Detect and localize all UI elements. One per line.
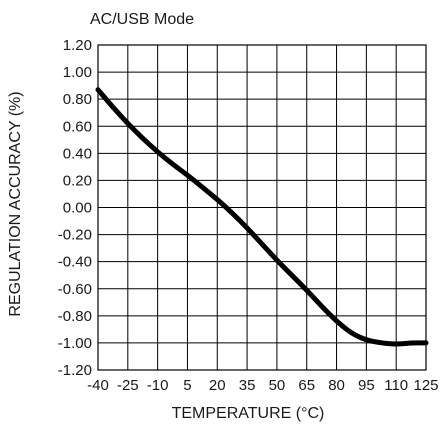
chart-grid bbox=[97, 44, 427, 371]
y-tick-label: -0.80 bbox=[58, 308, 92, 325]
x-tick-label: 80 bbox=[328, 377, 345, 394]
y-tick-label: -1.20 bbox=[58, 362, 92, 379]
x-tick-label: 125 bbox=[413, 377, 438, 394]
x-tick-label: -40 bbox=[87, 377, 109, 394]
x-tick-label: 5 bbox=[183, 377, 191, 394]
y-tick-label: 0.00 bbox=[63, 200, 92, 217]
y-tick-label: -0.40 bbox=[58, 254, 92, 271]
y-tick-label: 0.40 bbox=[63, 145, 92, 162]
series-line bbox=[95, 87, 429, 347]
x-tick-label: -10 bbox=[147, 377, 169, 394]
y-tick-labels: 1.20 1.00 0.80 0.60 0.40 0.20 0.00 -0.20 -0.40 -0… bbox=[58, 37, 92, 379]
x-axis-label: TEMPERATURE (°C) bbox=[172, 405, 325, 422]
y-tick-label: -0.60 bbox=[58, 281, 92, 298]
plot-area bbox=[95, 87, 429, 347]
y-tick-label: 0.60 bbox=[63, 118, 92, 135]
y-tick-label: 1.20 bbox=[63, 37, 92, 54]
y-tick-label: -1.00 bbox=[58, 335, 92, 352]
x-tick-label: 95 bbox=[358, 377, 375, 394]
x-tick-label: 110 bbox=[384, 377, 408, 394]
x-tick-label: 50 bbox=[269, 377, 286, 394]
x-tick-label: 20 bbox=[209, 377, 226, 394]
y-tick-label: 1.00 bbox=[63, 64, 92, 81]
y-axis-label: REGULATION ACCURACY (%) bbox=[7, 91, 24, 316]
chart-title: AC/USB Mode bbox=[90, 11, 194, 28]
x-tick-label: 65 bbox=[298, 377, 315, 394]
y-tick-label: 0.80 bbox=[63, 91, 92, 108]
y-tick-label: -0.20 bbox=[58, 227, 92, 244]
x-tick-labels: -40 -25 -10 5 20 35 50 65 80 95 110 125 bbox=[87, 377, 438, 394]
x-tick-label: 35 bbox=[239, 377, 256, 394]
y-tick-label: 0.20 bbox=[63, 172, 92, 189]
x-tick-label: -25 bbox=[117, 377, 139, 394]
